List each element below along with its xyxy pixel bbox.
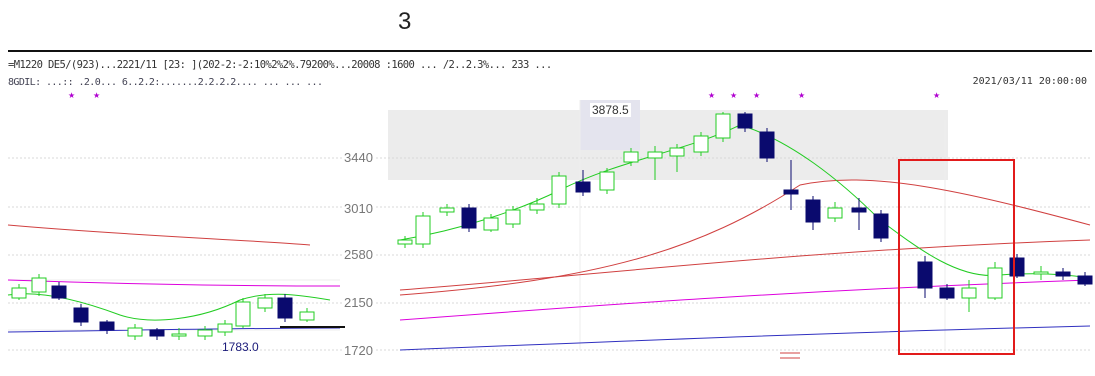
candle-down — [149, 329, 165, 337]
candle-up — [397, 239, 413, 245]
candle-up — [987, 267, 1003, 299]
chart-overlay-band — [388, 110, 948, 180]
signal-marker-row: ★ ★ ★ ★ ★ ★ ★ — [8, 91, 1092, 101]
candle-up — [961, 287, 977, 299]
candle-down — [917, 261, 933, 289]
ma-magenta — [399, 279, 1091, 321]
candle-down — [805, 199, 821, 223]
price-axis-label: 3010 — [342, 201, 375, 216]
candle-down — [737, 113, 753, 129]
candle-up — [669, 147, 685, 157]
candle-up — [299, 311, 315, 321]
candle-up — [529, 203, 545, 211]
candlestick-chart[interactable] — [0, 100, 1095, 370]
candle-up — [693, 135, 709, 153]
candle-down — [873, 213, 889, 239]
candle-down — [783, 189, 799, 195]
candle-down — [73, 307, 89, 323]
candle-down — [575, 181, 591, 193]
candle-up — [235, 301, 251, 327]
candle-up — [715, 113, 731, 139]
candle-up — [217, 323, 233, 333]
price-axis-label: 3440 — [342, 150, 375, 165]
candle-down — [277, 297, 293, 319]
ma-magenta-left — [7, 279, 341, 287]
period-low-label: 1783.0 — [222, 340, 259, 354]
price-axis-label: 2150 — [342, 295, 375, 310]
candle-up — [257, 297, 273, 309]
signal-star-icon: ★ — [68, 91, 76, 100]
ma-long-red-left — [7, 224, 311, 246]
page-number: 3 — [398, 8, 412, 35]
grid-lines — [8, 157, 1090, 351]
candle-down — [51, 285, 67, 299]
chart-date: 2021/03/11 20:00:00 — [970, 76, 1089, 87]
divider — [8, 50, 1092, 52]
signal-star-icon: ★ — [730, 91, 738, 100]
candle-down — [99, 321, 115, 331]
candle-up — [11, 287, 27, 299]
ma-mid-red — [399, 239, 1091, 291]
candle-up — [1033, 271, 1049, 275]
candle-up — [551, 175, 567, 205]
candle-up — [647, 151, 663, 159]
signal-star-icon: ★ — [798, 91, 806, 100]
period-high-label: 3878.5 — [590, 103, 631, 117]
candle-down — [759, 131, 775, 159]
candle-down — [851, 207, 867, 213]
chart-header-line-2: 8GDIL: ...:: .2.0... 6..2.2:.......2.2.2… — [8, 77, 323, 88]
candle-up — [197, 329, 213, 337]
candle-up — [827, 207, 843, 219]
candle-up — [171, 333, 187, 337]
price-axis-label: 2580 — [342, 247, 375, 262]
signal-star-icon: ★ — [933, 91, 941, 100]
highlight-box — [898, 159, 1015, 355]
ma-blue-left — [7, 327, 341, 333]
candle-down — [461, 207, 477, 229]
price-axis-label: 1720 — [342, 343, 375, 358]
candle-up — [483, 217, 499, 231]
candle-down — [1077, 275, 1093, 285]
signal-star-icon: ★ — [708, 91, 716, 100]
candle-up — [623, 151, 639, 163]
signal-star-icon: ★ — [753, 91, 761, 100]
candle-down — [1055, 271, 1071, 277]
candle-up — [505, 209, 521, 225]
candle-up — [439, 207, 455, 213]
ma-blue — [399, 325, 1091, 351]
candle-up — [599, 171, 615, 191]
candle-down — [939, 287, 955, 299]
chart-header-line-1: =M1220 DE5/(923)...2221/11 [23: ](202-2:… — [8, 59, 552, 71]
candle-up — [415, 215, 431, 245]
candle-up — [127, 327, 143, 337]
signal-star-icon: ★ — [93, 91, 101, 100]
candle-up — [31, 277, 47, 293]
